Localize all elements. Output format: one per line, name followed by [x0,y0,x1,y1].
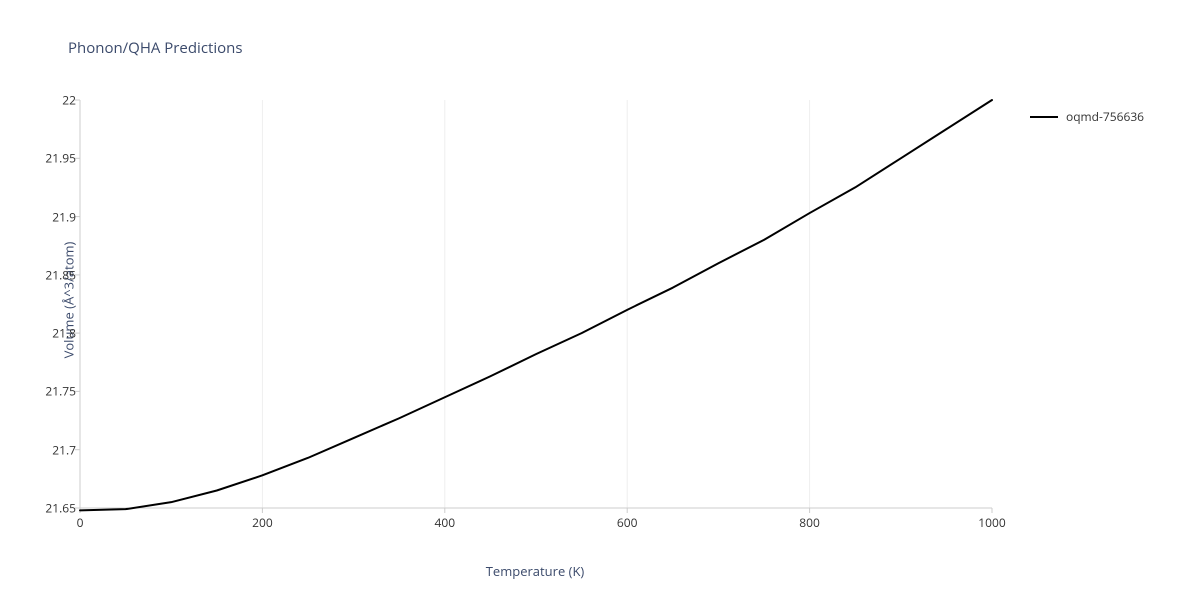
x-tick-label: 200 [252,514,273,531]
y-tick-label: 22 [62,92,76,109]
y-tick-label: 21.7 [52,441,76,458]
x-tick-label: 0 [77,514,84,531]
y-tick-label: 21.75 [45,383,76,400]
chart-container: Phonon/QHA Predictions Volume (Å^3/atom)… [0,0,1200,600]
y-tick-label: 21.85 [45,266,76,283]
y-tick-label: 21.95 [45,150,76,167]
axes [75,100,992,513]
legend-label: oqmd-756636 [1066,108,1144,125]
y-tick-label: 21.8 [52,325,76,342]
x-tick-label: 1000 [978,514,1005,531]
y-tick-label: 21.9 [52,208,76,225]
legend[interactable]: oqmd-756636 [1030,108,1144,125]
y-tick-label: 21.65 [45,500,76,517]
gridlines [262,100,809,508]
chart-svg [0,0,1200,600]
x-tick-label: 600 [617,514,638,531]
legend-swatch [1030,116,1058,118]
x-tick-label: 800 [799,514,820,531]
x-tick-label: 400 [435,514,456,531]
series [80,100,992,510]
